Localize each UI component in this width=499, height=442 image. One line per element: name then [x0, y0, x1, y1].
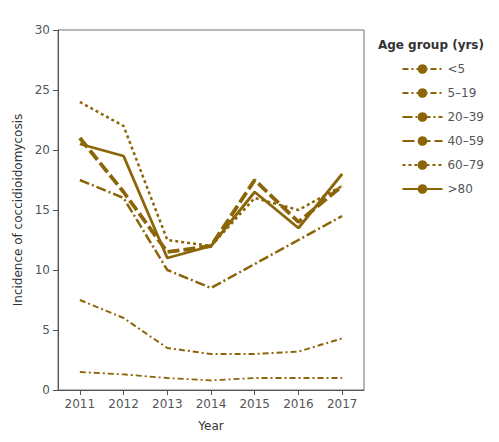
svg-text:10: 10	[35, 263, 50, 277]
svg-text:Incidence of coccidioidomycosi: Incidence of coccidioidomycosis	[11, 114, 25, 306]
svg-text:20–39: 20–39	[447, 110, 484, 124]
svg-text:2016: 2016	[283, 397, 314, 411]
svg-text:20: 20	[35, 143, 50, 157]
svg-text:Year: Year	[197, 419, 223, 433]
svg-text:Age group (yrs): Age group (yrs)	[378, 38, 484, 52]
svg-text:2013: 2013	[152, 397, 183, 411]
svg-text:15: 15	[35, 203, 50, 217]
svg-text:30: 30	[35, 23, 50, 37]
svg-text:2017: 2017	[327, 397, 358, 411]
svg-text:5: 5	[42, 323, 50, 337]
svg-text:2015: 2015	[239, 397, 270, 411]
svg-text:2012: 2012	[108, 397, 139, 411]
svg-text:2014: 2014	[196, 397, 227, 411]
svg-text:40–59: 40–59	[447, 134, 484, 148]
svg-text:0: 0	[42, 383, 50, 397]
svg-text:<5: <5	[447, 62, 465, 76]
svg-text:2011: 2011	[65, 397, 96, 411]
svg-text:25: 25	[35, 83, 50, 97]
svg-text:5–19: 5–19	[447, 86, 476, 100]
svg-text:60–79: 60–79	[447, 158, 484, 172]
svg-text:>80: >80	[447, 182, 472, 196]
